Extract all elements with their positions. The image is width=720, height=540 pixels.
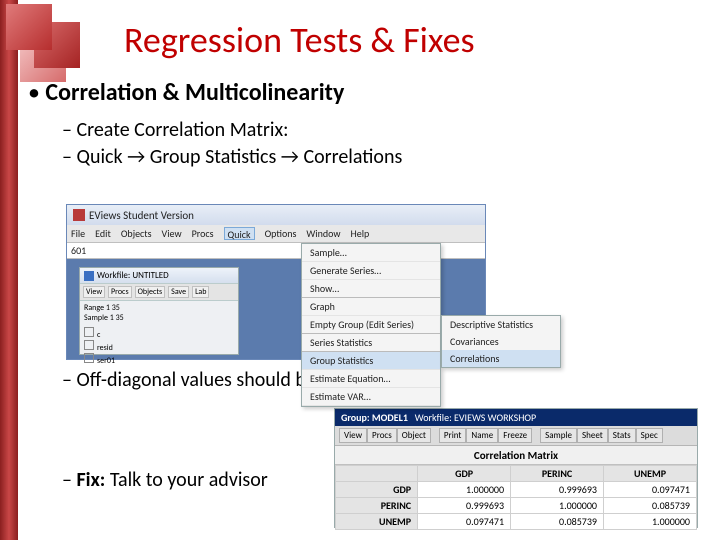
fix-label: Fix:	[76, 468, 105, 492]
wf-item-resid[interactable]: resid	[84, 340, 234, 353]
sub-bullet-1: Create Correlation Matrix:	[62, 117, 708, 144]
cell-0-1: 0.999693	[511, 482, 604, 498]
quick-dropdown[interactable]: Sample… Generate Series… Show… Graph Emp…	[301, 243, 441, 407]
workfile-toolbar[interactable]: View Procs Objects Save Lab	[80, 284, 238, 301]
cell-0-0: 1.000000	[418, 482, 511, 498]
workfile-title: Workfile: UNTITLED	[80, 268, 238, 284]
rh-perinc: PERINC	[336, 498, 418, 514]
fix-text: Talk to your advisor	[105, 468, 267, 492]
decorative-square-1	[6, 4, 52, 50]
dd-group-stats[interactable]: Group Statistics	[302, 352, 440, 370]
wf-btn-save[interactable]: Save	[168, 286, 189, 298]
th-unemp: UNEMP	[604, 466, 697, 482]
correlation-table: GDP PERINC UNEMP GDP 1.000000 0.999693 0…	[335, 465, 697, 530]
wf-item-ser01[interactable]: ser01	[84, 353, 234, 366]
table-header-row: GDP PERINC UNEMP	[336, 466, 697, 482]
slide-title: Regression Tests & Fixes	[124, 18, 475, 62]
tb-gap2	[532, 428, 540, 443]
menu-quick[interactable]: Quick	[224, 227, 255, 240]
rh-unemp: UNEMP	[336, 514, 418, 530]
tb-sample[interactable]: Sample	[540, 428, 577, 443]
sm-descriptive[interactable]: Descriptive Statistics	[442, 316, 560, 333]
workfile-window: Workfile: UNTITLED View Procs Objects Sa…	[79, 267, 239, 355]
dd-series-stats[interactable]: Series Statistics	[302, 334, 440, 352]
wf-btn-objects[interactable]: Objects	[135, 286, 166, 298]
tb-spec[interactable]: Spec	[636, 428, 663, 443]
wf-btn-lab[interactable]: Lab	[192, 286, 209, 298]
tb-object[interactable]: Object	[397, 428, 431, 443]
sub-bullet-2: Quick → Group Statistics → Correlations	[62, 144, 708, 171]
sub-bullet-4: Fix: Talk to your advisor	[62, 468, 268, 492]
group-stats-submenu[interactable]: Descriptive Statistics Covariances Corre…	[441, 315, 561, 368]
tb-procs[interactable]: Procs	[367, 428, 397, 443]
content-area: Correlation & Multicolinearity Create Co…	[28, 78, 708, 171]
menu-help[interactable]: Help	[351, 227, 370, 240]
menu-options[interactable]: Options	[265, 227, 297, 240]
left-decorative-strip	[0, 0, 18, 540]
dd-estimate-var[interactable]: Estimate VAR…	[302, 388, 440, 406]
cell-1-1: 1.000000	[511, 498, 604, 514]
table-row: GDP 1.000000 0.999693 0.097471	[336, 482, 697, 498]
app-menu-bar[interactable]: File Edit Objects View Procs Quick Optio…	[67, 225, 485, 243]
sm-covariances[interactable]: Covariances	[442, 333, 560, 350]
dd-generate[interactable]: Generate Series…	[302, 262, 440, 280]
wf-item-c[interactable]: c	[84, 327, 234, 340]
correlation-matrix-window: Group: MODEL1 Workfile: EVIEWS WORKSHOP …	[334, 408, 698, 528]
range-1: Range 1 35	[84, 303, 234, 313]
app2-toolbar[interactable]: View Procs Object Print Name Freeze Samp…	[335, 426, 697, 446]
rh-gdp: GDP	[336, 482, 418, 498]
menu-window[interactable]: Window	[306, 227, 340, 240]
app2-title-bar: Group: MODEL1 Workfile: EVIEWS WORKSHOP	[335, 409, 697, 426]
menu-file[interactable]: File	[71, 227, 85, 240]
menu-procs[interactable]: Procs	[192, 227, 214, 240]
corr-matrix-title: Correlation Matrix	[335, 446, 697, 465]
workfile-items: c resid ser01	[80, 326, 238, 367]
table-row: PERINC 0.999693 1.000000 0.085739	[336, 498, 697, 514]
sm-correlations[interactable]: Correlations	[442, 350, 560, 367]
app2-group: Group: MODEL1	[341, 411, 408, 424]
app-title-bar: EViews Student Version	[67, 205, 485, 225]
dd-graph[interactable]: Graph	[302, 298, 440, 316]
tb-sheet[interactable]: Sheet	[577, 428, 608, 443]
tb-name[interactable]: Name	[466, 428, 498, 443]
wf-btn-procs[interactable]: Procs	[108, 286, 132, 298]
cell-1-2: 0.085739	[604, 498, 697, 514]
range-2: Sample 1 35	[84, 313, 234, 323]
tb-stats[interactable]: Stats	[608, 428, 636, 443]
dd-empty[interactable]: Empty Group (Edit Series)	[302, 316, 440, 334]
cell-1-0: 0.999693	[418, 498, 511, 514]
menu-edit[interactable]: Edit	[95, 227, 111, 240]
tb-gap1	[431, 428, 439, 443]
cell-0-2: 0.097471	[604, 482, 697, 498]
wf-btn-view[interactable]: View	[83, 286, 105, 298]
app-title-text: EViews Student Version	[89, 209, 194, 222]
tb-print[interactable]: Print	[439, 428, 467, 443]
menu-view[interactable]: View	[162, 227, 182, 240]
app2-workfile: Workfile: EVIEWS WORKSHOP	[415, 411, 537, 424]
eviews-app-window: EViews Student Version File Edit Objects…	[66, 204, 486, 360]
table-row: UNEMP 0.097471 0.085739 1.000000	[336, 514, 697, 530]
tb-freeze[interactable]: Freeze	[498, 428, 532, 443]
bullet-main: Correlation & Multicolinearity	[28, 78, 708, 107]
th-perinc: PERINC	[511, 466, 604, 482]
dd-estimate-eq[interactable]: Estimate Equation…	[302, 370, 440, 388]
cell-2-0: 0.097471	[418, 514, 511, 530]
tb-view[interactable]: View	[339, 428, 367, 443]
dd-show[interactable]: Show…	[302, 280, 440, 298]
workfile-range: Range 1 35 Sample 1 35	[80, 301, 238, 326]
cell-2-1: 0.085739	[511, 514, 604, 530]
th-gdp: GDP	[418, 466, 511, 482]
dd-sample[interactable]: Sample…	[302, 244, 440, 262]
cell-2-2: 1.000000	[604, 514, 697, 530]
th-blank	[336, 466, 418, 482]
menu-objects[interactable]: Objects	[121, 227, 152, 240]
